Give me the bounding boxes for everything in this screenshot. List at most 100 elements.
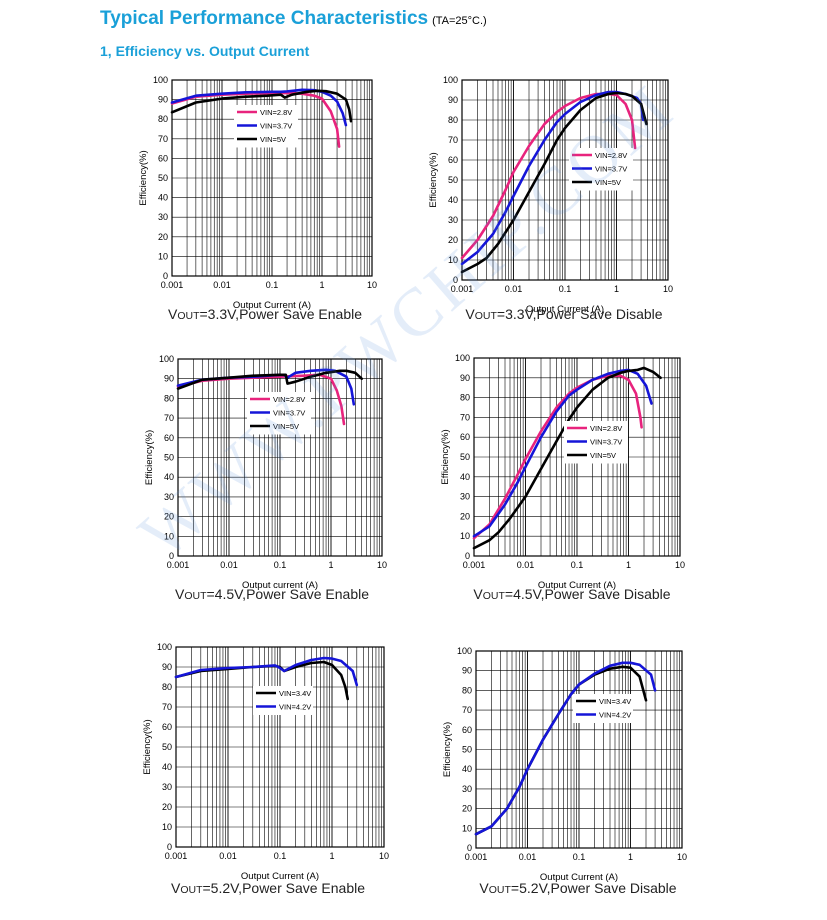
y-tick-label: 100 [157,642,172,652]
y-tick-label: 60 [460,432,470,442]
y-tick-label: 100 [159,354,174,364]
y-tick-label: 50 [158,173,168,183]
y-tick-label: 40 [460,472,470,482]
series-line-1 [472,374,643,540]
caption-v: V [473,586,483,602]
x-tick-label: 0.01 [519,852,537,862]
y-tick-label: 20 [448,235,458,245]
y-tick-label: 50 [448,175,458,185]
chart-caption: VOUT=3.3V,Power Save Disable [465,306,662,322]
y-tick-label: 0 [453,275,458,285]
y-tick-label: 70 [158,134,168,144]
legend-label: VIN=3.7V [260,122,292,131]
y-tick-label: 100 [443,75,458,85]
x-tick-label: 0.1 [559,284,572,294]
chart-legend: VIN=2.8V VIN=3.7V VIN=5V [564,421,628,464]
caption-rest: =4.5V,Power Save Disable [504,586,671,602]
x-tick-label: 0.001 [165,851,188,861]
y-tick-label: 100 [455,353,470,363]
y-tick-label: 80 [162,682,172,692]
y-tick-label: 20 [460,511,470,521]
x-tick-label: 1 [328,560,333,570]
series-line-2 [174,656,359,687]
x-tick-label: 0.001 [161,280,184,290]
caption-rest: =3.3V,Power Save Enable [199,306,363,322]
legend-label: VIN=5V [595,178,621,187]
y-tick-label: 30 [164,492,174,502]
y-tick-label: 60 [462,725,472,735]
legend-label: VIN=4.2V [279,703,311,712]
y-tick-label: 80 [158,114,168,124]
y-axis-label: Efficiency(%) [442,722,453,777]
y-axis-label: Efficiency(%) [428,152,439,207]
legend-label: VIN=2.8V [273,395,305,404]
caption-v: V [167,306,178,322]
x-tick-label: 0.001 [465,852,488,862]
chart-caption: VOUT=4.5V,Power Save Disable [473,586,670,602]
y-tick-label: 70 [162,702,172,712]
y-tick-label: 90 [448,95,458,105]
legend-label: VIN=3.7V [595,165,627,174]
series-line-2 [170,88,348,127]
y-tick-label: 30 [448,215,458,225]
efficiency-chart-5: 0.001 0.01 0.1 1 100102030405060708090100Out… [142,642,389,882]
x-tick-label: 1 [319,280,324,290]
x-tick-label: 0.01 [505,284,523,294]
caption-rest: =3.3V,Power Save Disable [496,306,663,322]
legend-label: VIN=3.4V [279,689,311,698]
plot-frame [175,646,385,848]
caption-sub: OUT [177,310,200,322]
y-tick-label: 60 [162,722,172,732]
y-tick-label: 0 [467,843,472,853]
plot-frame [461,79,669,281]
y-tick-label: 80 [462,685,472,695]
x-tick-label: 0.001 [451,284,474,294]
y-tick-label: 20 [462,804,472,814]
x-tick-label: 0.001 [463,560,486,570]
x-tick-label: 10 [367,280,377,290]
chart-caption: VOUT=3.3V,Power Save Enable [168,306,362,322]
x-tick-label: 0.1 [274,560,287,570]
y-tick-label: 60 [158,153,168,163]
legend-background [573,694,633,723]
x-tick-label: 10 [677,852,687,862]
chart-caption: VOUT=4.5V,Power Save Enable [175,586,369,602]
chart-legend: VIN=2.8V VIN=3.7V VIN=5V [234,105,298,148]
caption-rest: =5.2V,Power Save Enable [202,880,366,896]
x-tick-label: 0.01 [213,280,231,290]
chart-caption: VOUT=5.2V,Power Save Disable [479,880,676,896]
section-title: 1, Efficiency vs. Output Current [100,43,310,59]
series-line-3 [176,369,363,390]
series-line-1 [460,92,637,260]
y-tick-label: 100 [457,646,472,656]
x-tick-label: 1 [626,560,631,570]
series-line-3 [170,89,353,123]
efficiency-chart-2: 0.001 0.01 0.1 1 100102030405060708090100Out… [428,75,673,315]
legend-label: VIN=2.8V [595,151,627,160]
y-tick-label: 70 [460,412,470,422]
caption-rest: =5.2V,Power Save Disable [510,880,677,896]
y-tick-label: 90 [162,662,172,672]
x-tick-label: 0.01 [517,560,535,570]
x-tick-label: 1 [614,284,619,294]
efficiency-chart-3: 0.001 0.01 0.1 1 100102030405060708090100Out… [144,354,387,591]
y-tick-label: 70 [462,705,472,715]
caption-sub: OUT [184,590,207,602]
chart-legend: VIN=2.8V VIN=3.7V VIN=5V [247,392,311,435]
x-axis-label: Output Current (A) [526,304,604,315]
x-tick-label: 0.001 [167,560,190,570]
caption-v: V [465,306,475,322]
chart-legend: VIN=3.4V VIN=4.2V [573,694,633,723]
legend-label: VIN=4.2V [599,711,631,720]
y-tick-label: 90 [158,95,168,105]
series-line-2 [472,368,653,538]
x-axis-label: Output Current (A) [538,580,616,591]
caption-v: V [170,880,181,896]
y-tick-label: 20 [164,512,174,522]
page-heading: Typical Performance Characteristics (TA=2… [100,8,487,30]
y-axis-label: Efficiency(%) [138,150,149,205]
efficiency-chart-6: 0.001 0.01 0.1 1 100102030405060708090100Out… [442,646,687,883]
y-tick-label: 50 [460,452,470,462]
y-tick-label: 10 [158,251,168,261]
caption-v: V [479,880,489,896]
